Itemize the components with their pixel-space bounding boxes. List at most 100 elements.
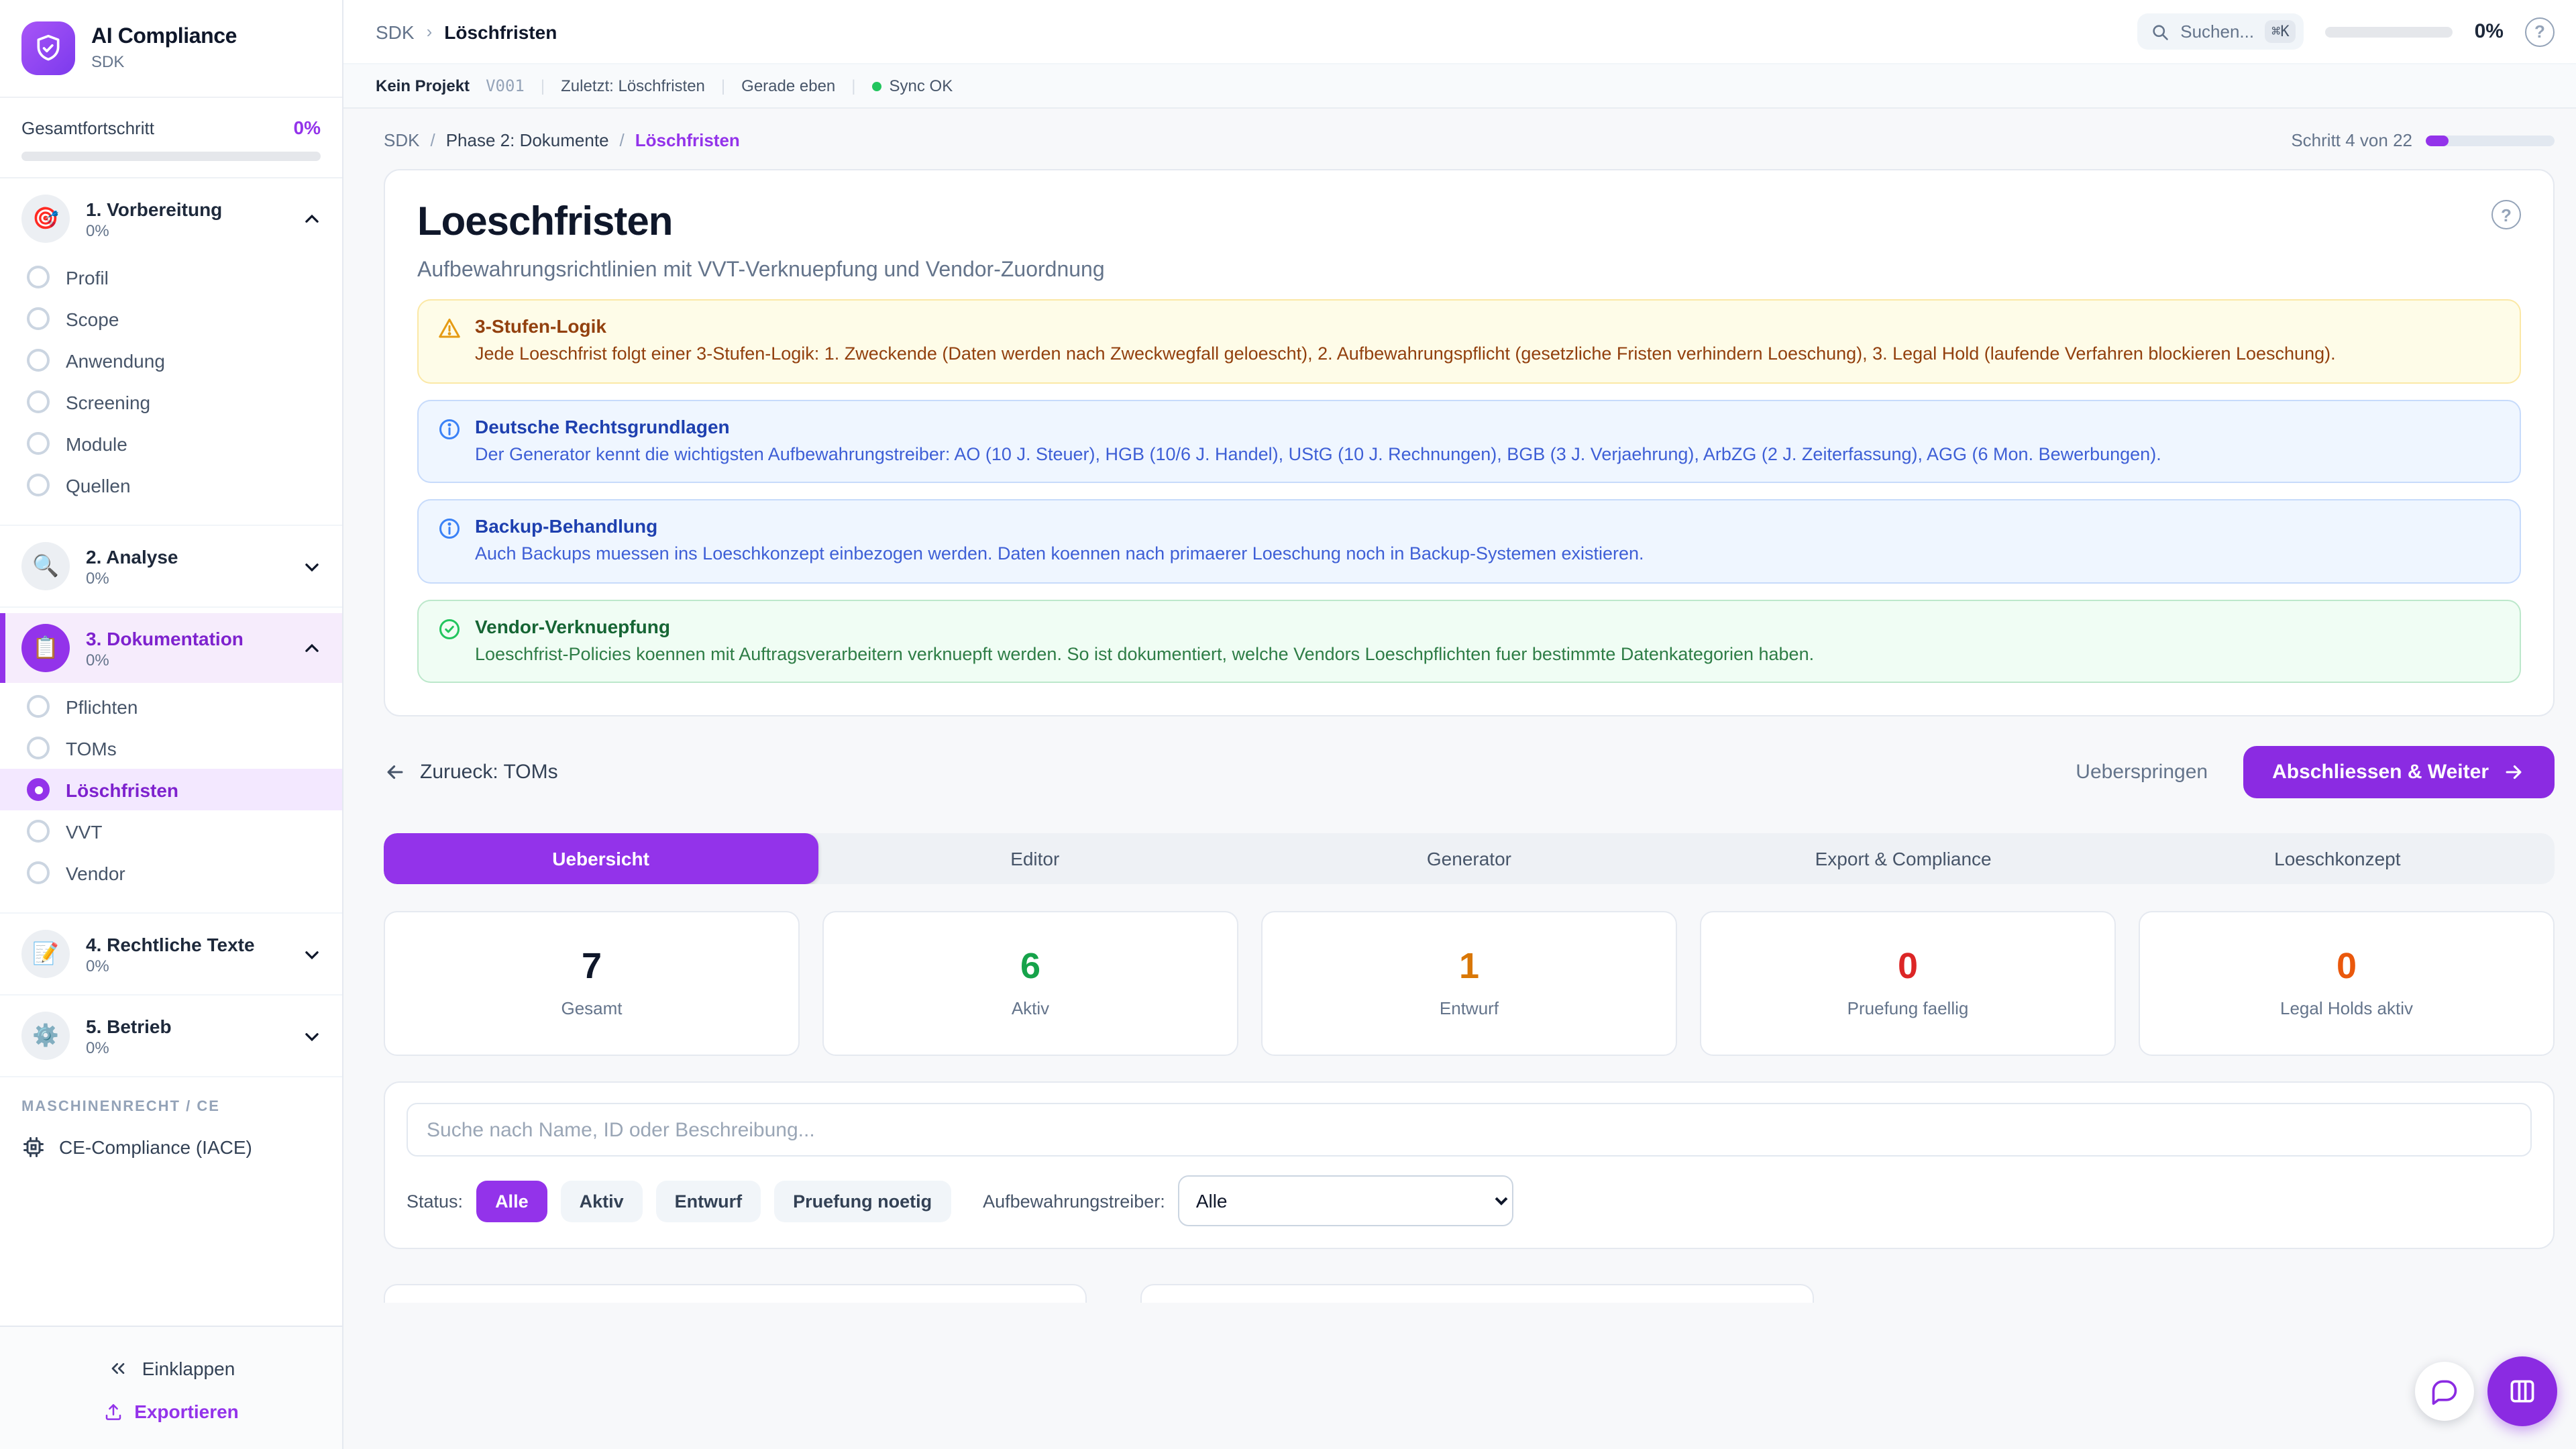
sidebar-item-anwendung[interactable]: Anwendung <box>0 339 342 381</box>
sidebar-item-vvt[interactable]: VVT <box>0 810 342 852</box>
sidebar-phase-betrieb[interactable]: ⚙️ 5. Betrieb 0% <box>0 1001 342 1071</box>
sidebar-item-toms[interactable]: TOMs <box>0 727 342 769</box>
treiber-filter-label: Aufbewahrungstreiber: <box>983 1191 1165 1212</box>
stat-legal-holds: 0 Legal Holds aktiv <box>2139 911 2555 1057</box>
sidebar-phase-vorbereitung[interactable]: 🎯 1. Vorbereitung 0% <box>0 184 342 254</box>
project-name: Kein Projekt <box>376 76 470 95</box>
breadcrumb-root[interactable]: SDK <box>376 21 415 42</box>
skip-button[interactable]: Ueberspringen <box>2076 761 2208 784</box>
status-filter-entwurf[interactable]: Entwurf <box>655 1180 761 1222</box>
floating-buttons <box>2415 1356 2557 1426</box>
card-help-icon[interactable]: ? <box>2491 200 2521 229</box>
callout-body: Jede Loeschfrist folgt einer 3-Stufen-Lo… <box>475 343 2336 364</box>
stat-value: 0 <box>1897 946 1919 987</box>
sidebar-item-quellen[interactable]: Quellen <box>0 464 342 506</box>
check-circle-icon <box>439 619 460 639</box>
stat-entwurf: 1 Entwurf <box>1261 911 1677 1057</box>
sidebar-item-loeschfristen[interactable]: Löschfristen <box>0 769 342 810</box>
breadcrumb-current: Löschfristen <box>444 21 557 42</box>
overall-progress-label: Gesamtfortschritt <box>21 117 154 138</box>
policy-cards-peek <box>384 1284 2555 1303</box>
tab-editor[interactable]: Editor <box>1010 848 1060 870</box>
filter-card: Status: Alle Aktiv Entwurf Pruefung noet… <box>384 1081 2555 1250</box>
sidebar-footer: Einklappen Exportieren <box>0 1326 342 1449</box>
export-button[interactable]: Exportieren <box>21 1389 321 1422</box>
chip-icon <box>23 1137 44 1157</box>
callout-body: Der Generator kennt die wichtigsten Aufb… <box>475 443 2161 464</box>
stat-value: 1 <box>1458 946 1480 987</box>
treiber-select[interactable]: Alle <box>1178 1175 1514 1227</box>
tab-uebersicht[interactable]: Uebersicht <box>384 833 818 885</box>
status-bar: Kein Projekt V001 | Zuletzt: Löschfriste… <box>343 64 2576 109</box>
chevron-down-icon <box>305 563 319 572</box>
help-icon[interactable]: ? <box>2525 17 2555 46</box>
sync-ok-dot-icon <box>871 81 881 91</box>
breadcrumb-sdk[interactable]: SDK <box>384 130 420 150</box>
sidebar-item-vendor[interactable]: Vendor <box>0 852 342 894</box>
callout-title: Deutsche Rechtsgrundlagen <box>475 415 730 437</box>
global-search[interactable]: Suchen... ⌘K <box>2137 13 2304 50</box>
status-filter-label: Status: <box>407 1191 464 1212</box>
tab-export-compliance[interactable]: Export & Compliance <box>1815 848 1992 870</box>
topbar-breadcrumb: SDK › Löschfristen <box>376 21 557 42</box>
breadcrumb-separator: › <box>426 21 433 42</box>
step-radio-icon <box>27 695 50 718</box>
search-shortcut-badge: ⌘K <box>2265 20 2296 43</box>
step-radio-icon <box>27 390 50 413</box>
stat-pruefung-faellig: 0 Pruefung faellig <box>1700 911 2116 1057</box>
sidebar-item-scope[interactable]: Scope <box>0 298 342 339</box>
stat-label: Pruefung faellig <box>1847 998 1969 1019</box>
version-badge: V001 <box>486 76 525 95</box>
breadcrumb-phase[interactable]: Phase 2: Dokumente <box>445 130 609 150</box>
stat-gesamt: 7 Gesamt <box>384 911 800 1057</box>
sidebar-phase-rechtliche-texte[interactable]: 📝 4. Rechtliche Texte 0% <box>0 919 342 989</box>
gear-emoji-icon: ⚙️ <box>21 1012 70 1060</box>
sidebar-phase-analyse[interactable]: 🔍 2. Analyse 0% <box>0 531 342 601</box>
stat-label: Gesamt <box>561 998 623 1019</box>
tab-loeschkonzept[interactable]: Loeschkonzept <box>2274 848 2401 870</box>
complete-next-button[interactable]: Abschliessen & Weiter <box>2243 746 2555 799</box>
chat-fab-button[interactable] <box>2415 1362 2474 1421</box>
status-filter-alle[interactable]: Alle <box>476 1180 547 1222</box>
filter-row: Status: Alle Aktiv Entwurf Pruefung noet… <box>407 1175 2532 1227</box>
callout-title: 3-Stufen-Logik <box>475 315 606 337</box>
info-circle-icon <box>439 419 460 439</box>
breadcrumb-current-page: Löschfristen <box>635 130 740 150</box>
sidebar-item-profil[interactable]: Profil <box>0 256 342 298</box>
chat-bubble-icon <box>2432 1380 2457 1405</box>
tab-generator[interactable]: Generator <box>1426 848 1511 870</box>
step-radio-active-icon <box>27 778 50 801</box>
view-tabs: Uebersicht Editor Generator Export & Com… <box>384 833 2555 885</box>
clipboard-emoji-icon: 📋 <box>21 624 70 672</box>
sidebar-item-pflichten[interactable]: Pflichten <box>0 686 342 727</box>
target-emoji-icon: 🎯 <box>21 195 70 243</box>
sidebar-item-module[interactable]: Module <box>0 423 342 464</box>
callout-body: Loeschfrist-Policies koennen mit Auftrag… <box>475 643 1815 664</box>
step-radio-icon <box>27 349 50 372</box>
collapse-sidebar-button[interactable]: Einklappen <box>21 1348 321 1389</box>
callout-info-rechtsgrundlagen: Deutsche Rechtsgrundlagen Der Generator … <box>417 399 2521 484</box>
sidebar-item-ce-compliance[interactable]: CE-Compliance (IACE) <box>0 1123 342 1178</box>
status-filter-aktiv[interactable]: Aktiv <box>560 1180 643 1222</box>
chevron-up-icon <box>305 643 319 651</box>
status-filter-pruefung-noetig[interactable]: Pruefung noetig <box>774 1180 951 1222</box>
page-header-row: SDK / Phase 2: Dokumente / Löschfristen … <box>384 109 2555 169</box>
overall-progress-value: 0% <box>293 117 321 138</box>
sidebar-item-screening[interactable]: Screening <box>0 381 342 423</box>
arrow-right-icon <box>2506 765 2522 780</box>
topbar-progress-bar <box>2325 26 2453 37</box>
last-saved-time: Gerade eben <box>741 76 836 95</box>
board-fab-button[interactable] <box>2487 1356 2557 1426</box>
sidebar-phase-dokumentation[interactable]: 📋 3. Dokumentation 0% <box>0 613 342 683</box>
overall-progress-bar <box>21 152 321 161</box>
topbar-progress-value: 0% <box>2474 20 2504 43</box>
step-radio-icon <box>27 820 50 843</box>
back-button[interactable]: Zurueck: TOMs <box>384 761 558 784</box>
page-subtitle: Aufbewahrungsrichtlinien mit VVT-Verknue… <box>417 259 1105 282</box>
memo-emoji-icon: 📝 <box>21 930 70 978</box>
callout-title: Backup-Behandlung <box>475 515 658 537</box>
policy-card-partial <box>1140 1284 1814 1303</box>
policy-search-input[interactable] <box>407 1103 2532 1157</box>
kanban-board-icon <box>2510 1380 2534 1403</box>
topbar: SDK › Löschfristen Suchen... ⌘K 0% ? <box>343 0 2576 64</box>
